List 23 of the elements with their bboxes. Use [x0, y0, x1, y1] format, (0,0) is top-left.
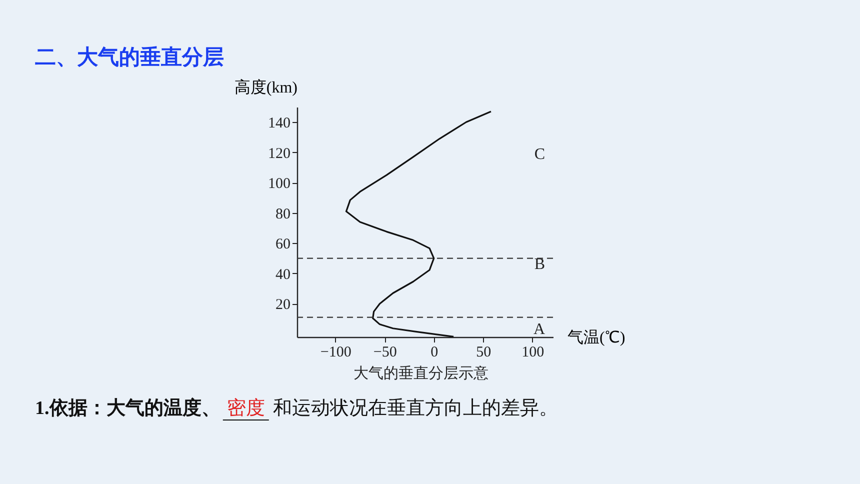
x-tick-label: −50 — [373, 344, 397, 360]
y-tick-label: 80 — [276, 206, 290, 222]
x-axis-title: 气温(℃) — [568, 330, 626, 346]
text: 和运动状况在垂直方向上的差异。 — [272, 397, 558, 419]
text: 1.依据：大气的温度、 — [35, 397, 220, 419]
y-tick-label: 100 — [268, 176, 290, 192]
y-tick-label: 140 — [268, 116, 290, 132]
annotation: A — [533, 321, 546, 338]
x-tick-label: 100 — [522, 344, 544, 360]
x-tick-label: 50 — [476, 344, 492, 360]
y-axis-title: 高度(km) — [234, 78, 298, 96]
text: 密度 — [226, 397, 265, 419]
y-tick-label: 20 — [276, 297, 290, 314]
text: 大气的垂直分层示意 — [354, 365, 488, 382]
annotation: C — [534, 146, 545, 163]
x-tick-label: −100 — [320, 344, 352, 360]
x-tick-label: 0 — [430, 344, 438, 360]
text: 二、大气的垂直分层 — [35, 45, 224, 69]
y-tick-label: 40 — [276, 266, 290, 283]
y-tick-label: 60 — [276, 236, 290, 253]
line-series — [345, 110, 492, 337]
annotation: B — [534, 256, 545, 273]
y-tick-label: 120 — [268, 146, 290, 162]
